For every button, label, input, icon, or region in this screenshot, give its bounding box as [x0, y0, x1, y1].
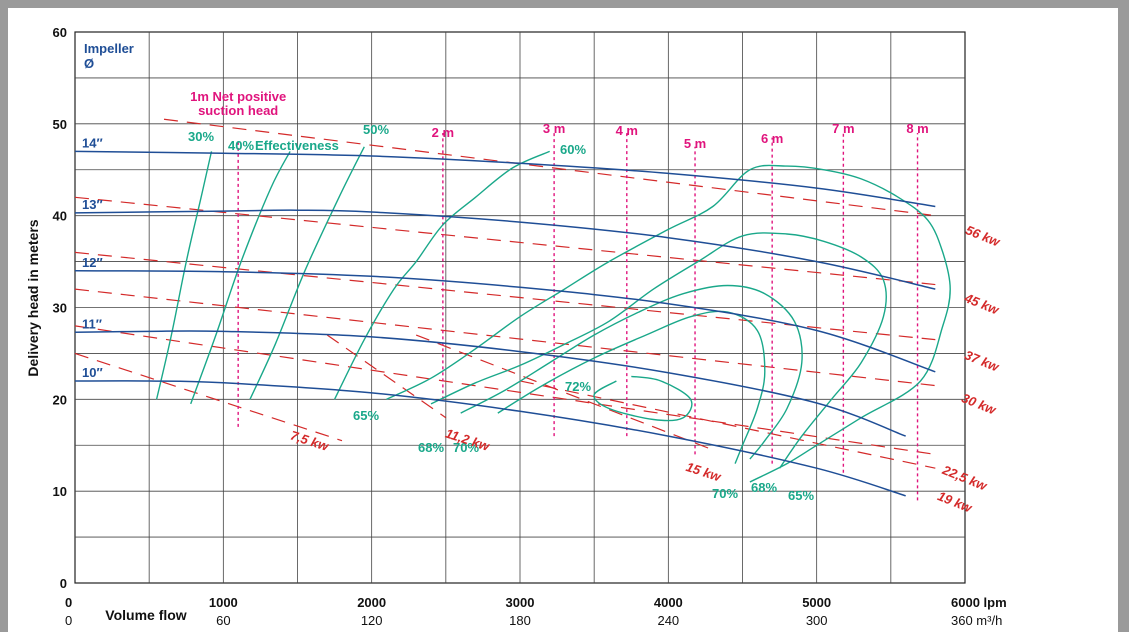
npsh-label: 8 m [906, 121, 928, 136]
efficiency-curve [386, 164, 951, 483]
x-tick-secondary-label: 360 m³/h [951, 613, 1002, 628]
impeller-size-label: 13″ [82, 197, 103, 212]
power-line [163, 118, 936, 217]
npsh-label: 5 m [684, 136, 706, 151]
x-tick-label: 5000 [802, 595, 831, 610]
y-tick-label: 0 [60, 576, 67, 591]
impeller-curve [74, 270, 936, 373]
power-line [326, 334, 447, 419]
power-label: 37 kw [962, 347, 1001, 375]
efficiency-label: 50% [363, 122, 389, 137]
x-tick-secondary-label: 300 [806, 613, 828, 628]
x-tick-label: 2000 [357, 595, 386, 610]
power-lines [74, 118, 936, 469]
y-tick-label: 60 [53, 25, 67, 40]
power-line [74, 288, 936, 387]
efficiency-curve [460, 284, 803, 460]
impeller-header-label: Impeller [84, 41, 134, 56]
npsh-label: 1m Net positive [190, 89, 286, 104]
impeller-curves [74, 150, 936, 497]
npsh-label: 7 m [832, 121, 854, 136]
x-tick-secondary-label: 60 [216, 613, 230, 628]
efficiency-label: 68% [751, 480, 777, 495]
impeller-size-label: 12″ [82, 255, 103, 270]
y-tick-label: 10 [53, 484, 67, 499]
efficiency-curve [190, 151, 291, 405]
efficiency-label: 72% [565, 379, 591, 394]
impeller-size-label: 10″ [82, 365, 103, 380]
npsh-label: suction head [198, 103, 278, 118]
efficiency-curve [593, 375, 693, 422]
efficiency-label: 70% [453, 440, 479, 455]
x-tick-secondary-label: 180 [509, 613, 531, 628]
power-line [415, 334, 714, 451]
efficiency-curve [333, 150, 550, 400]
impeller-size-label: 14″ [82, 135, 103, 150]
efficiency-label: 70% [712, 486, 738, 501]
npsh-label: 3 m [543, 121, 565, 136]
power-label: 45 kw [962, 290, 1002, 318]
power-line [74, 352, 343, 442]
npsh-label: 6 m [761, 131, 783, 146]
efficiency-label: 40% [228, 138, 254, 153]
y-tick-label: 40 [53, 209, 67, 224]
power-label: 7,5 kw [289, 428, 332, 455]
power-label: 15 kw [684, 459, 723, 484]
efficiency-label: 60% [560, 142, 586, 157]
x-tick-label: 6000 lpm [951, 595, 1007, 610]
impeller-size-label: 11″ [82, 316, 102, 331]
y-tick-label: 50 [53, 117, 67, 132]
chart-frame: 0 10 20 30 40 50 60 0 1000 2000 3000 4000 5000 6000 l… [8, 8, 1118, 632]
x-tick-secondary-label: 240 [657, 613, 679, 628]
efficiency-curve [249, 146, 365, 400]
efficiency-label: 65% [788, 488, 814, 503]
x-axis-label: Volume flow [105, 607, 187, 623]
x-tick-secondary-label: 0 [65, 613, 72, 628]
impeller-curve [74, 380, 906, 497]
impeller-curve [74, 209, 936, 290]
impeller-curve [74, 330, 906, 437]
y-tick-label: 30 [53, 301, 67, 316]
impeller-symbol-label: Ø [84, 56, 94, 71]
efficiency-label: 30% [188, 129, 214, 144]
efficiency-curve [430, 232, 887, 469]
grid [74, 31, 966, 584]
x-tick-label: 4000 [654, 595, 683, 610]
efficiency-curve [155, 151, 213, 400]
power-label: 56 kw [963, 222, 1002, 250]
efficiency-label: Effectiveness [255, 138, 339, 153]
efficiency-label: 65% [353, 408, 379, 423]
y-axis-label: Delivery head in meters [25, 219, 41, 376]
power-label: 19 kw [935, 488, 974, 516]
power-line [519, 380, 936, 469]
npsh-label: 2 m [432, 125, 454, 140]
x-tick-label: 1000 [209, 595, 238, 610]
y-tick-label: 20 [53, 392, 67, 407]
efficiency-curve [497, 310, 766, 464]
efficiency-label: 68% [418, 440, 444, 455]
npsh-label: 4 m [616, 123, 638, 138]
npsh-lines [237, 133, 919, 501]
impeller-curve [74, 150, 936, 208]
x-tick-label: 3000 [506, 595, 535, 610]
x-tick-label: 0 [65, 595, 72, 610]
x-tick-secondary-label: 120 [361, 613, 383, 628]
efficiency-curves [155, 146, 951, 483]
power-line [74, 325, 936, 456]
